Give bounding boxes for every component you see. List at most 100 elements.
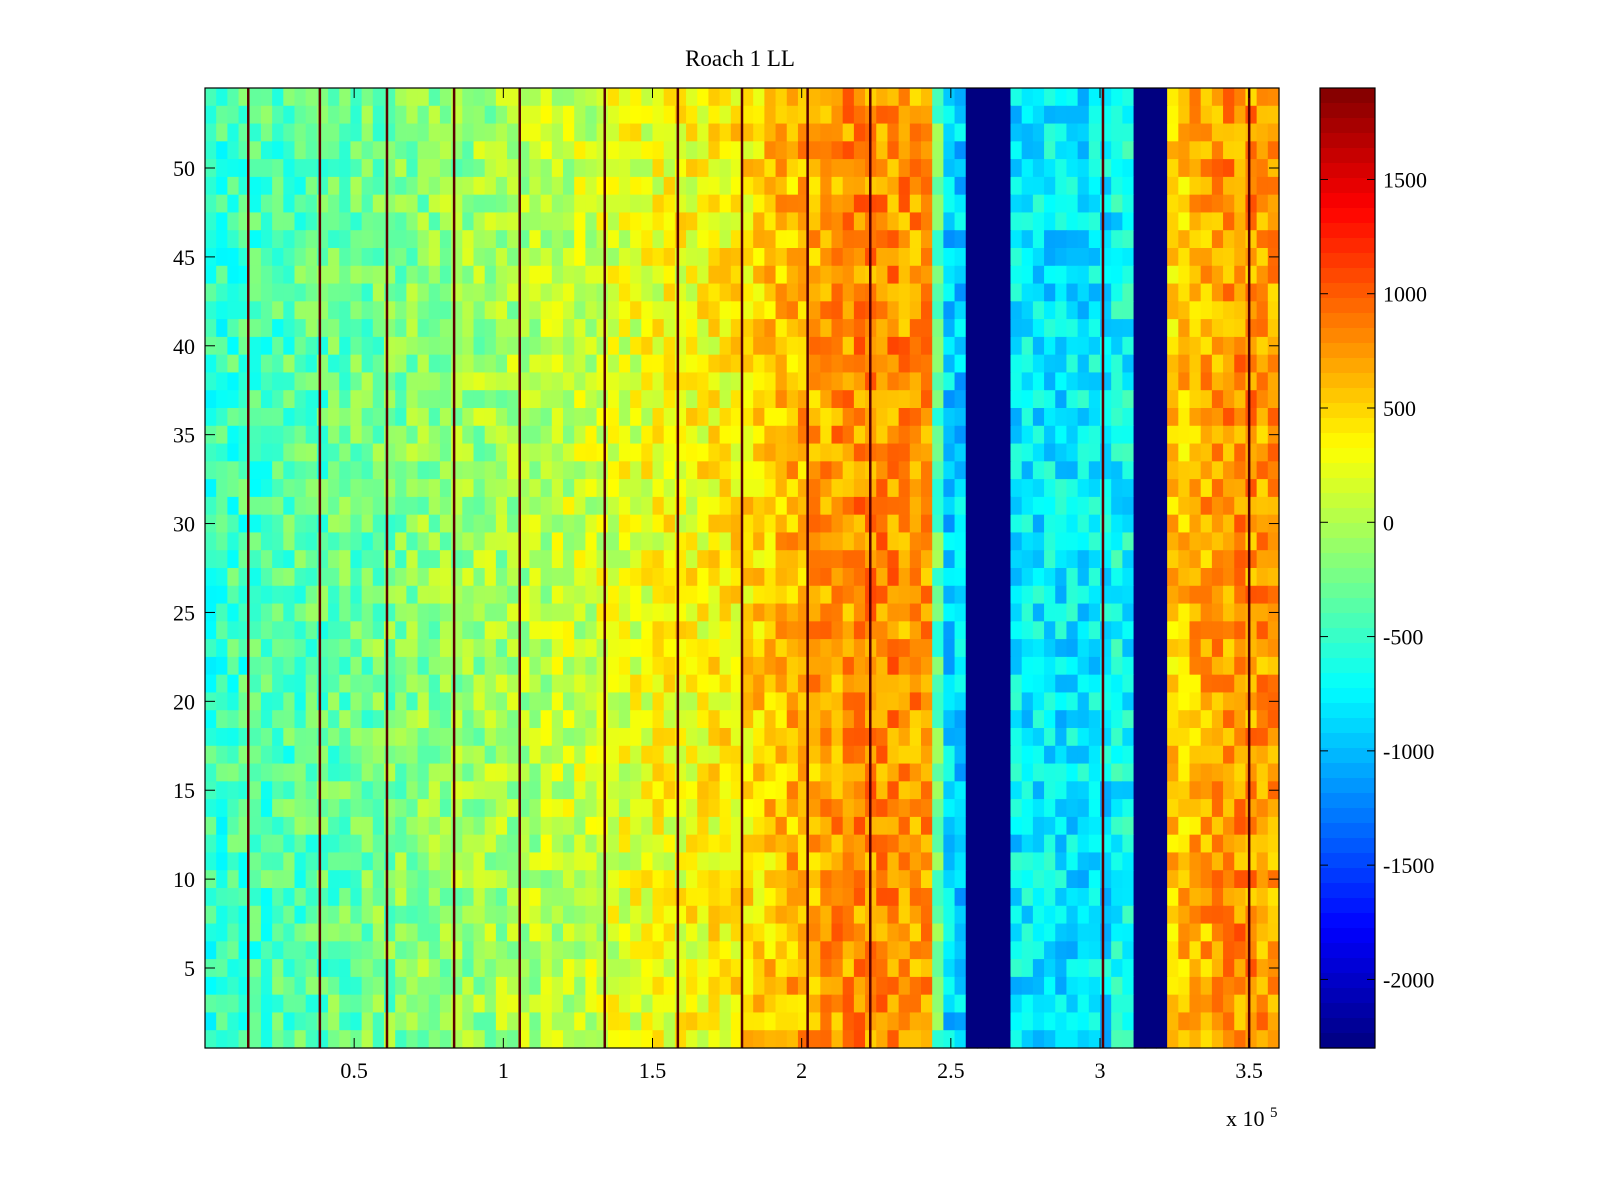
heatmap-cell xyxy=(1211,852,1224,871)
heatmap-cell xyxy=(932,585,944,605)
heatmap-cell xyxy=(339,941,352,960)
heatmap-cell xyxy=(1077,656,1090,676)
heatmap-cell xyxy=(529,425,542,445)
heatmap-cell xyxy=(305,692,318,711)
heatmap-cell xyxy=(529,710,542,729)
heatmap-cell xyxy=(551,479,564,498)
heatmap-cell xyxy=(674,728,687,747)
heatmap-cell xyxy=(730,159,743,178)
heatmap-cell xyxy=(417,692,430,711)
heatmap-cell xyxy=(462,799,475,818)
heatmap-cell xyxy=(1032,479,1045,498)
heatmap-cell xyxy=(372,319,385,338)
heatmap-cell xyxy=(921,692,933,711)
heatmap-cell xyxy=(1122,585,1135,605)
heatmap-cell xyxy=(853,692,866,711)
heatmap-cell xyxy=(898,248,911,267)
heatmap-cell xyxy=(1010,532,1023,551)
heatmap-cell xyxy=(1010,212,1023,231)
heatmap-cell xyxy=(887,283,900,302)
heatmap-cell xyxy=(943,959,956,978)
heatmap-cell xyxy=(316,194,329,214)
heatmap-cell xyxy=(249,568,262,587)
heatmap-cell xyxy=(1111,301,1123,320)
heatmap-cell xyxy=(831,354,844,374)
heatmap-cell xyxy=(652,905,665,925)
heatmap-cell xyxy=(742,568,754,587)
heatmap-cell xyxy=(596,105,609,125)
heatmap-cell xyxy=(227,852,240,871)
heatmap-cell xyxy=(227,799,240,818)
heatmap-cell xyxy=(686,319,698,338)
heatmap-cell xyxy=(260,710,273,729)
heatmap-cell xyxy=(596,425,609,445)
heatmap-cell xyxy=(260,674,273,694)
heatmap-cell xyxy=(1167,230,1179,249)
heatmap-cell xyxy=(328,390,340,409)
heatmap-cell xyxy=(529,585,542,605)
heatmap-cell xyxy=(316,390,329,409)
heatmap-cell xyxy=(1055,763,1068,782)
heatmap-cell xyxy=(1223,354,1235,374)
heatmap-cell xyxy=(507,976,519,996)
heatmap-cell xyxy=(551,994,564,1014)
heatmap-cell xyxy=(462,372,475,391)
heatmap-cell xyxy=(1111,923,1123,942)
heatmap-cell xyxy=(361,283,374,302)
heatmap-cell xyxy=(462,443,475,462)
heatmap-cell xyxy=(742,674,754,694)
heatmap-cell xyxy=(797,568,810,587)
heatmap-cell xyxy=(1122,159,1135,178)
heatmap-cell xyxy=(1133,781,1146,800)
heatmap-cell xyxy=(384,550,396,569)
heatmap-cell xyxy=(1021,745,1034,765)
heatmap-cell xyxy=(831,425,844,445)
heatmap-cell xyxy=(831,994,844,1014)
heatmap-cell xyxy=(328,514,340,534)
heatmap-cell xyxy=(1245,585,1258,605)
heatmap-cell xyxy=(663,230,676,249)
heatmap-cell xyxy=(316,976,329,996)
heatmap-cell xyxy=(764,372,777,391)
heatmap-cell xyxy=(294,763,307,782)
heatmap-cell xyxy=(439,781,452,800)
heatmap-cell xyxy=(697,816,710,836)
heatmap-cell xyxy=(216,603,228,622)
heatmap-cell xyxy=(853,550,866,569)
heatmap-cell xyxy=(809,496,821,516)
heatmap-cell xyxy=(1111,568,1123,587)
heatmap-cell xyxy=(473,905,486,925)
heatmap-cell xyxy=(797,319,810,338)
heatmap-cell xyxy=(1133,994,1146,1014)
heatmap-cell xyxy=(495,372,508,391)
heatmap-cell xyxy=(630,585,642,605)
heatmap-cell xyxy=(921,408,933,427)
heatmap-cell xyxy=(831,443,844,462)
heatmap-cell xyxy=(585,639,598,658)
heatmap-cell xyxy=(921,603,933,622)
heatmap-cell xyxy=(674,248,687,267)
heatmap-cell xyxy=(999,728,1012,747)
heatmap-cell xyxy=(1088,372,1101,391)
heatmap-cell xyxy=(1077,88,1090,107)
heatmap-cell xyxy=(563,568,575,587)
heatmap-cell xyxy=(943,816,956,836)
heatmap-cell xyxy=(921,479,933,498)
heatmap-cell xyxy=(328,799,340,818)
heatmap-cell xyxy=(1178,692,1191,711)
heatmap-cell xyxy=(988,390,1000,409)
heatmap-cell xyxy=(484,976,497,996)
heatmap-cell xyxy=(1223,568,1235,587)
heatmap-cell xyxy=(932,123,944,142)
heatmap-cell xyxy=(1111,532,1123,551)
heatmap-cell xyxy=(730,941,743,960)
heatmap-cell xyxy=(708,941,721,960)
heatmap-cell xyxy=(551,941,564,960)
heatmap-cell xyxy=(540,603,553,622)
heatmap-cell xyxy=(641,888,654,907)
heatmap-cell xyxy=(563,443,575,462)
heatmap-cell xyxy=(887,994,900,1014)
heatmap-cell xyxy=(227,959,240,978)
heatmap-cell xyxy=(775,621,788,640)
